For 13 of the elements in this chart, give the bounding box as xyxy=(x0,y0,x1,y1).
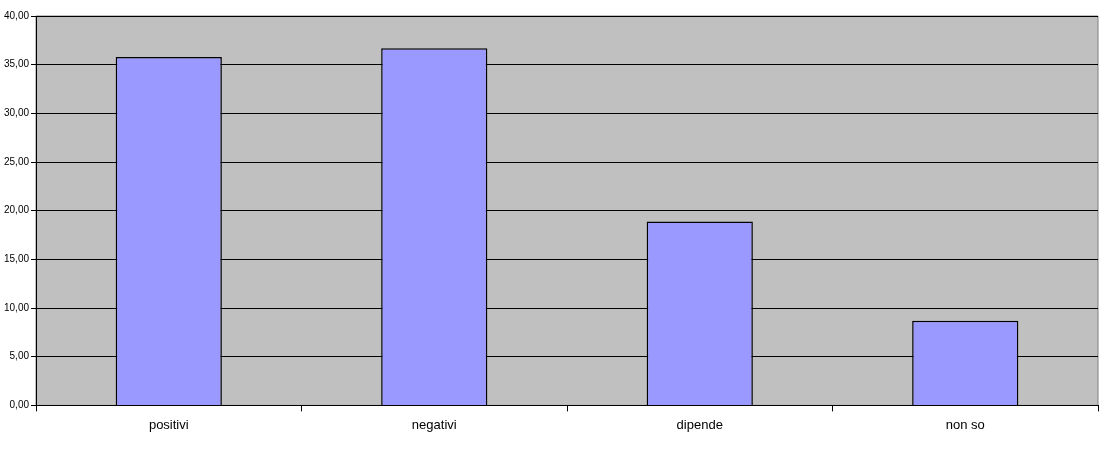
x-tick-label: dipende xyxy=(676,416,723,432)
y-tick-label: 30,00 xyxy=(3,107,30,119)
y-tick-label: 40,00 xyxy=(3,9,30,21)
y-tick-label: 10,00 xyxy=(3,301,30,313)
y-tick-label: 5,00 xyxy=(9,350,30,362)
x-tick-label: non so xyxy=(945,416,985,432)
y-tick-label: 35,00 xyxy=(3,58,30,70)
y-tick-label: 20,00 xyxy=(3,204,30,216)
y-tick-label: 0,00 xyxy=(9,399,30,411)
x-tick-label: negativi xyxy=(411,416,457,432)
y-tick-label: 15,00 xyxy=(3,253,30,265)
x-tick-label: positivi xyxy=(148,416,189,432)
y-tick-label: 25,00 xyxy=(3,155,30,167)
